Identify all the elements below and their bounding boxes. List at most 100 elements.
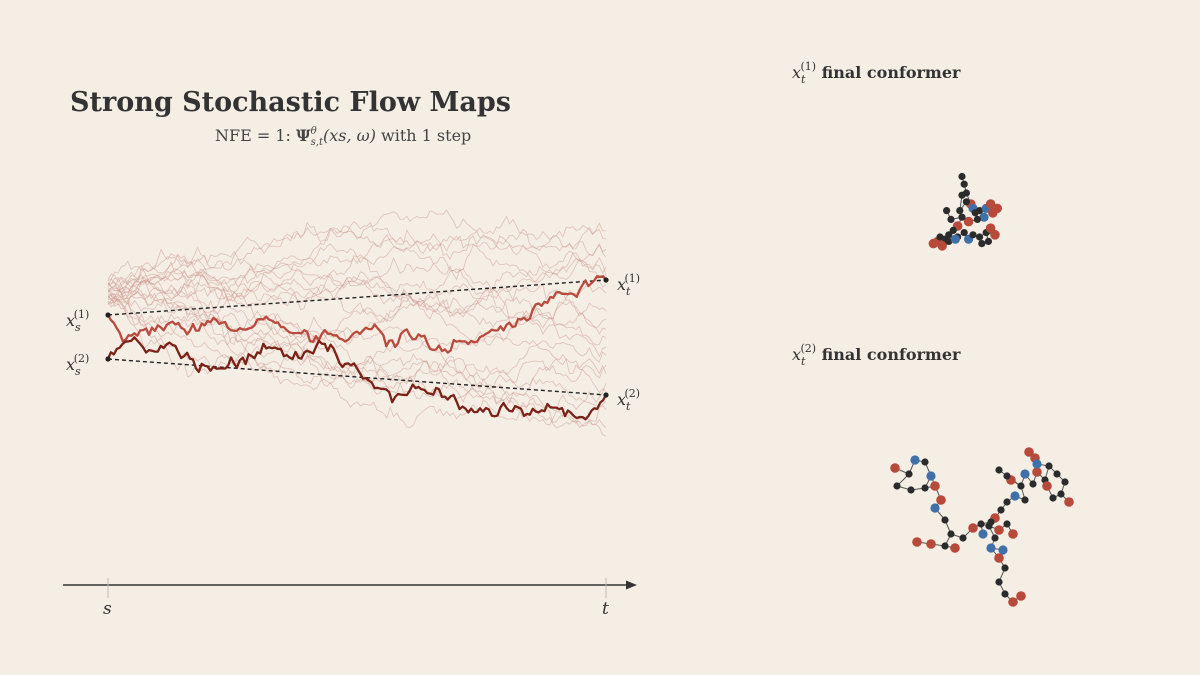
atom — [912, 537, 922, 547]
ghost-path — [107, 221, 607, 299]
page-title: Strong Stochastic Flow Maps — [70, 87, 511, 118]
atom — [958, 213, 966, 221]
label-xt2: xt(2) — [617, 387, 640, 413]
atom — [945, 237, 953, 245]
atom — [1003, 520, 1011, 528]
atom — [978, 529, 988, 539]
atom — [1020, 469, 1030, 479]
atom — [936, 233, 944, 241]
ghost-path — [107, 280, 607, 429]
atom — [1001, 564, 1009, 572]
axis-tick-t: t — [602, 599, 609, 619]
atom — [1032, 459, 1042, 469]
atom — [1003, 498, 1011, 506]
atom — [958, 191, 966, 199]
atom — [943, 207, 951, 215]
atom — [1008, 529, 1018, 539]
subtitle-psi-sup: θ — [311, 126, 317, 137]
atom — [979, 212, 989, 222]
ghost-path — [107, 268, 607, 329]
atom — [1008, 597, 1018, 607]
ghost-path — [107, 260, 607, 410]
atom — [1053, 470, 1061, 478]
atom — [960, 180, 968, 188]
atom — [1003, 472, 1011, 480]
ghost-path — [107, 252, 607, 304]
conformer-1-molecule — [928, 172, 1002, 251]
conformer-1-title: xt(1) final conformer — [792, 60, 961, 86]
atom — [976, 233, 984, 241]
atom — [1016, 591, 1026, 601]
atom — [945, 231, 953, 239]
subtitle: NFE = 1: Ψθ s,t(xs, ω) with 1 step — [215, 126, 471, 148]
atom — [968, 523, 978, 533]
atom — [994, 553, 1004, 563]
atom — [1057, 490, 1065, 498]
sample-path-2 — [106, 336, 608, 421]
atom — [960, 229, 968, 237]
atom — [921, 484, 929, 492]
atom — [910, 455, 920, 465]
atom — [1049, 494, 1057, 502]
ghost-path — [107, 277, 607, 390]
ghost-path — [107, 278, 607, 358]
atom — [947, 530, 955, 538]
atom — [890, 463, 900, 473]
atom — [928, 238, 939, 249]
label-xs2: xs(2) — [66, 352, 89, 378]
ghost-path — [107, 229, 607, 305]
atom — [1042, 481, 1052, 491]
sample-path-1 — [107, 275, 607, 354]
atom — [973, 215, 982, 223]
end-point-1 — [603, 277, 609, 283]
atom — [905, 470, 913, 478]
ghost-path — [107, 224, 607, 300]
atom — [997, 506, 1005, 514]
atom — [969, 231, 977, 239]
conformer-2-title: xt(2) final conformer — [792, 342, 961, 368]
atom — [959, 534, 967, 542]
label-xs1: xs(1) — [66, 308, 89, 334]
atom — [978, 240, 986, 248]
atom — [1001, 590, 1009, 598]
atom — [947, 215, 955, 223]
time-axis: s t — [63, 578, 637, 619]
atom — [1021, 496, 1029, 504]
ghost-path — [107, 267, 607, 350]
start-point-2 — [105, 356, 111, 362]
subtitle-psi: Ψ — [296, 126, 311, 145]
atom — [984, 237, 993, 245]
atom — [893, 482, 901, 490]
atom — [930, 481, 940, 491]
atom — [1017, 482, 1025, 490]
atom — [950, 543, 960, 553]
subtitle-args: (xs, ω) — [323, 126, 376, 145]
atom — [991, 534, 999, 542]
atom — [986, 543, 996, 553]
flow-map-line-1 — [107, 279, 607, 316]
atom — [936, 495, 946, 505]
atom — [985, 199, 996, 209]
axis-tick-s: s — [103, 599, 112, 619]
ghost-path — [107, 288, 607, 394]
atom — [956, 207, 964, 215]
subtitle-prefix: NFE = 1: — [215, 126, 296, 145]
ghost-path — [107, 215, 606, 304]
ghost-sample-paths — [107, 209, 607, 437]
ghost-path — [107, 296, 607, 405]
atom — [987, 518, 995, 526]
ghost-path — [107, 300, 607, 412]
atom — [958, 172, 966, 181]
atom — [1032, 467, 1042, 477]
atom — [1024, 447, 1034, 457]
atom — [971, 209, 979, 217]
atom — [963, 216, 974, 227]
atom — [950, 234, 961, 244]
conformer-2-molecule — [890, 447, 1074, 607]
atom — [949, 226, 957, 234]
ghost-path — [107, 271, 607, 320]
atom — [1045, 462, 1053, 470]
subtitle-suffix: with 1 step — [376, 126, 471, 145]
flow-map-line-2 — [107, 358, 607, 396]
